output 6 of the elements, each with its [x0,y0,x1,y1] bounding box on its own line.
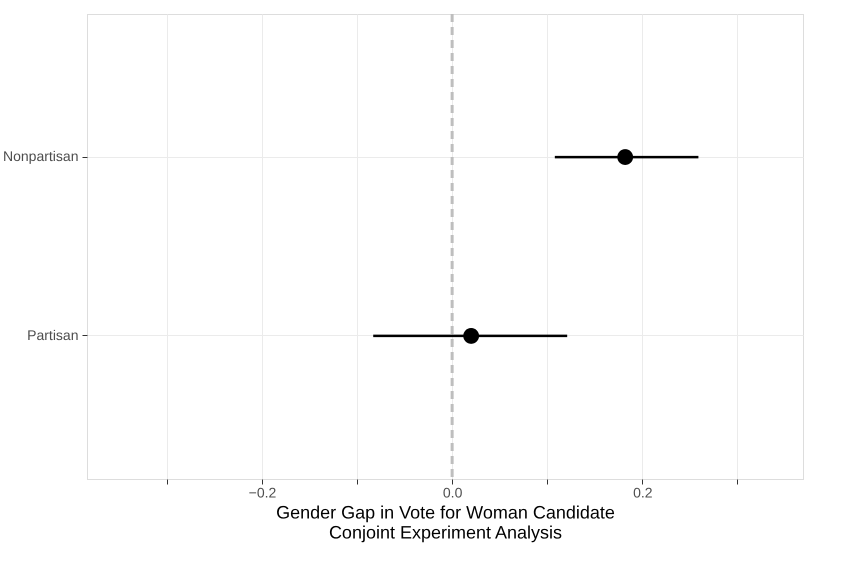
y-tick-label: Partisan [27,326,78,343]
x-tick-label: −0.2 [248,484,276,500]
y-tick-label: Nonpartisan [3,148,78,164]
x-tick-label: 0.2 [633,484,653,500]
x-axis-title: Gender Gap in Vote for Woman Candidate Conjoint Experiment Analysis [276,502,615,542]
x-tick-label: 0.0 [442,484,463,500]
